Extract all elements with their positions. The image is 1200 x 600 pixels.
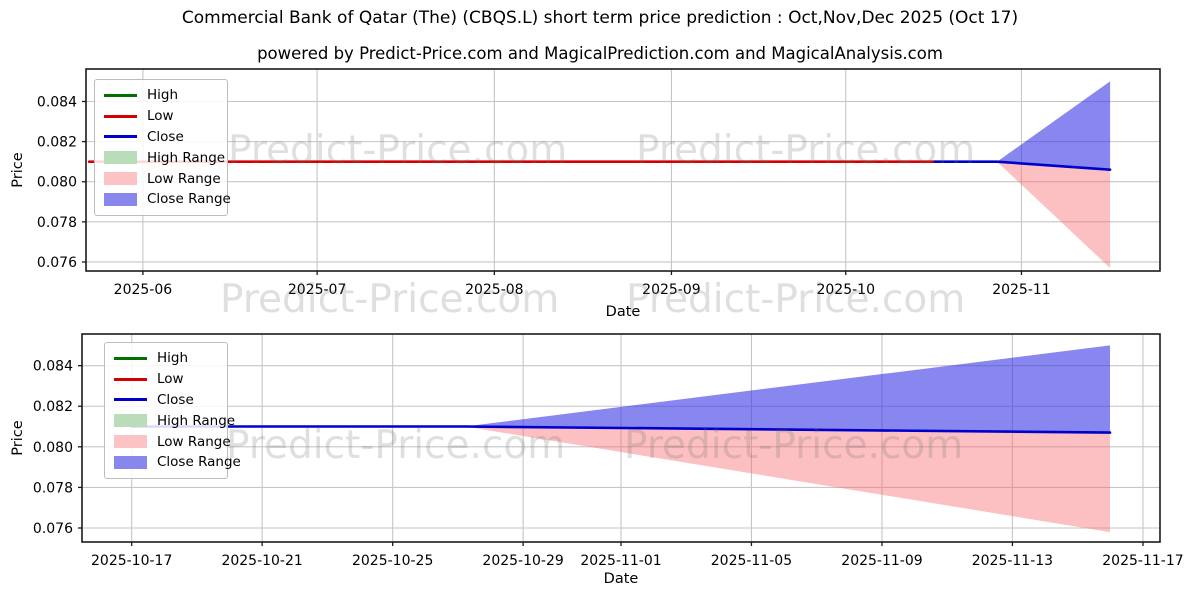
fill-low-range [997,161,1111,268]
y-tick-label: 0.082 [37,135,77,151]
legend-item-label: Low Range [147,170,221,187]
legend-item-close: Close [114,390,219,411]
chart-title: Commercial Bank of Qatar (The) (CBQS.L) … [181,8,1019,28]
x-tick-label: 2025-11-13 [972,553,1053,569]
y-tick-label: 0.076 [33,521,73,537]
y-tick-label: 0.080 [37,175,77,191]
x-tick-label: 2025-11-09 [841,553,922,569]
x-tick-label: 2025-08 [465,282,524,298]
plot-border [85,68,1161,272]
legend-item-low: Low [114,369,219,390]
high-range-swatch-patch-icon [104,151,137,165]
y-tick-label: 0.080 [33,440,73,456]
legend-item-low-range: Low Range [104,168,221,189]
y-tick-label: 0.078 [37,215,77,231]
y-tick-label: 0.078 [33,480,73,496]
legend-item-label: Low [147,108,174,125]
x-axis-label: Date [606,304,641,320]
x-tick-label: 2025-10-21 [221,553,302,569]
low-range-swatch-patch-icon [114,435,147,449]
close-range-swatch-patch-icon [114,455,147,469]
x-tick-label: 2025-09 [642,282,701,298]
chart-subtitle: powered by Predict-Price.com and Magical… [257,44,943,63]
high-range-swatch-patch-icon [114,414,147,428]
fill-low-range [465,426,1110,533]
legend-item-label: Close Range [157,454,241,471]
legend-item-close: Close [104,127,219,148]
low-swatch-line-icon [114,377,147,381]
legend-item-label: Low [157,371,184,388]
x-axis-label: Date [604,571,639,587]
fill-close-range [465,345,1110,433]
high-swatch-line-icon [114,356,147,360]
x-tick-label: 2025-11 [992,282,1051,298]
x-tick-label: 2025-10-25 [352,553,433,569]
legend-item-label: Low Range [157,433,231,450]
x-tick-label: 2025-11-05 [711,553,792,569]
legend-item-low: Low [104,106,219,127]
x-tick-label: 2025-10 [816,282,875,298]
legend-item-close-range: Close Range [114,452,241,473]
y-tick-label: 0.082 [33,399,73,415]
fill-close-range [997,81,1111,170]
x-tick-label: 2025-11-01 [580,553,661,569]
x-tick-label: 2025-10-29 [482,553,563,569]
y-tick-label: 0.084 [33,359,73,375]
line-close [130,425,1112,434]
legend-bottom-chart: High Low Close High Range Low Range Close Ran… [104,342,241,479]
low-swatch-line-icon [104,114,137,118]
legend-item-high-range: High Range [114,410,235,431]
legend-item-low-range: Low Range [114,431,231,452]
legend-item-high: High [104,85,219,106]
legend-item-label: High Range [157,412,236,429]
legend-item-label: High [147,87,179,104]
y-axis-label: Price [10,152,26,187]
x-tick-label: 2025-07 [288,282,347,298]
legend-item-label: Close [157,391,194,408]
x-tick-label: 2025-06 [114,282,173,298]
high-swatch-line-icon [104,93,137,97]
legend-item-label: High Range [147,149,226,166]
y-tick-label: 0.076 [37,255,77,271]
legend-top-chart: High Low Close High Range Low Range Close Ran… [94,79,231,216]
legend-item-close-range: Close Range [104,189,231,210]
legend-item-high-range: High Range [104,147,225,168]
close-swatch-line-icon [104,135,137,139]
y-axis-label: Price [10,420,26,455]
low-range-swatch-patch-icon [104,172,137,186]
legend-item-high: High [114,348,219,369]
close-swatch-line-icon [114,398,147,402]
x-tick-label: 2025-10-17 [91,553,172,569]
legend-item-label: High [157,350,189,367]
close-range-swatch-patch-icon [104,192,137,206]
legend-item-label: Close Range [147,191,231,208]
x-tick-label: 2025-11-17 [1102,553,1183,569]
legend-item-label: Close [147,128,184,145]
y-tick-label: 0.084 [37,94,77,110]
line-close [933,160,1112,171]
